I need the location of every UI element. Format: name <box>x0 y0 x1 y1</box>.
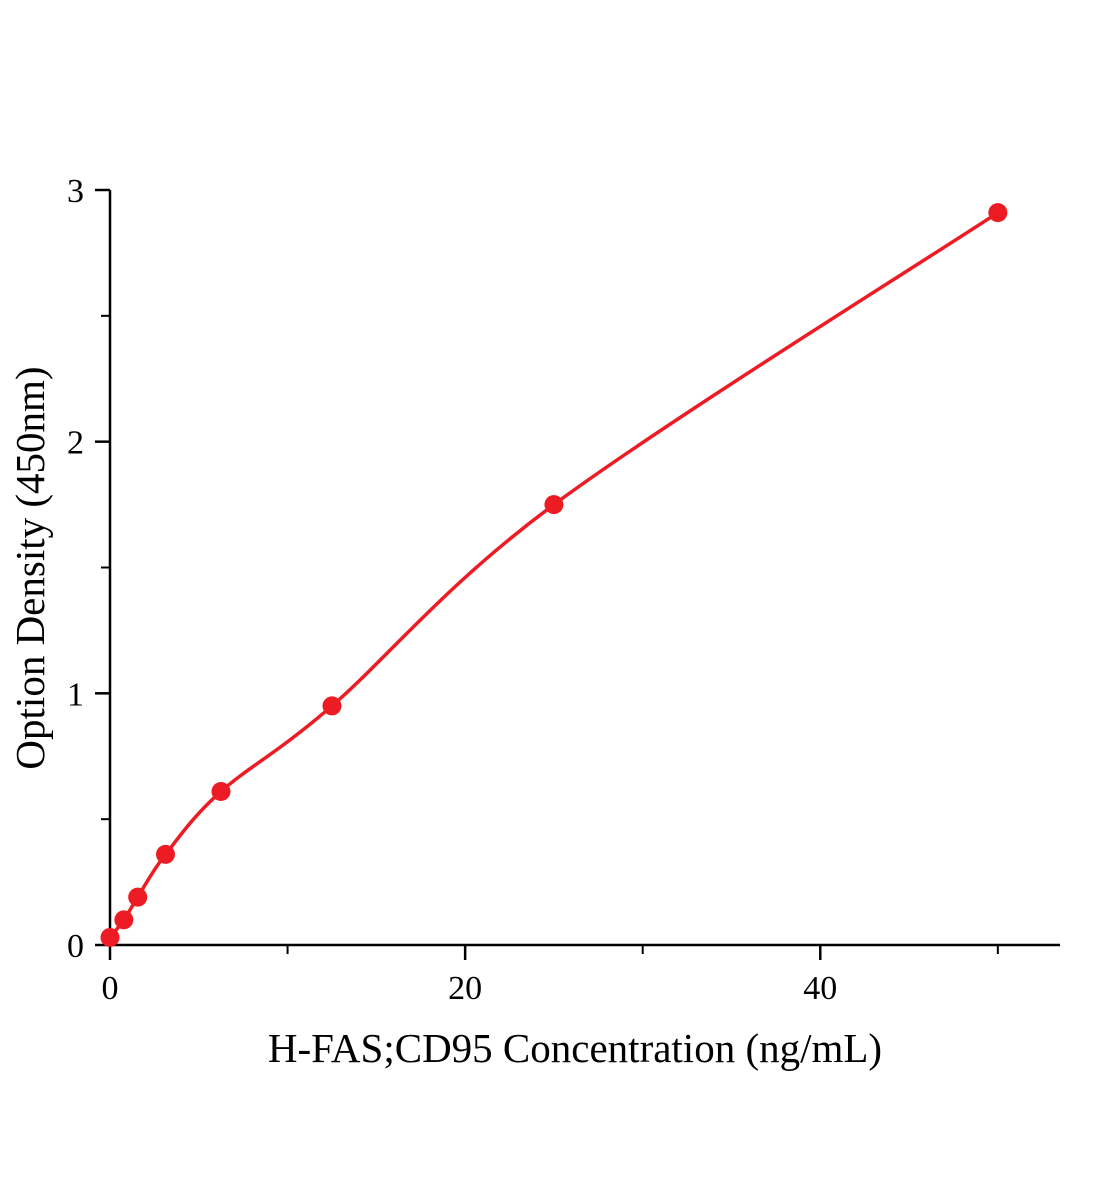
data-point-marker <box>988 203 1008 223</box>
fit-curve <box>108 210 1000 940</box>
data-point-marker <box>544 495 564 515</box>
y-tick-label: 3 <box>67 173 84 210</box>
plot-area: 0 20 40 0 1 2 3 <box>67 173 1060 1007</box>
x-axis-title: H-FAS;CD95 Concentration (ng/mL) <box>268 1025 882 1071</box>
y-axis-title: Option Density (450nm) <box>7 366 53 769</box>
y-tick-label: 2 <box>67 425 84 462</box>
y-tick-label: 0 <box>67 928 84 965</box>
data-point-marker <box>100 927 120 947</box>
data-point-marker <box>114 910 134 930</box>
x-tick-label: 0 <box>102 970 119 1007</box>
data-point-marker <box>155 844 175 864</box>
data-point-marker <box>211 781 231 801</box>
y-tick-label: 1 <box>67 676 84 713</box>
data-point-marker <box>322 696 342 716</box>
x-tick-label: 40 <box>803 970 837 1007</box>
data-point-marker <box>128 887 148 907</box>
x-tick-label: 20 <box>448 970 482 1007</box>
